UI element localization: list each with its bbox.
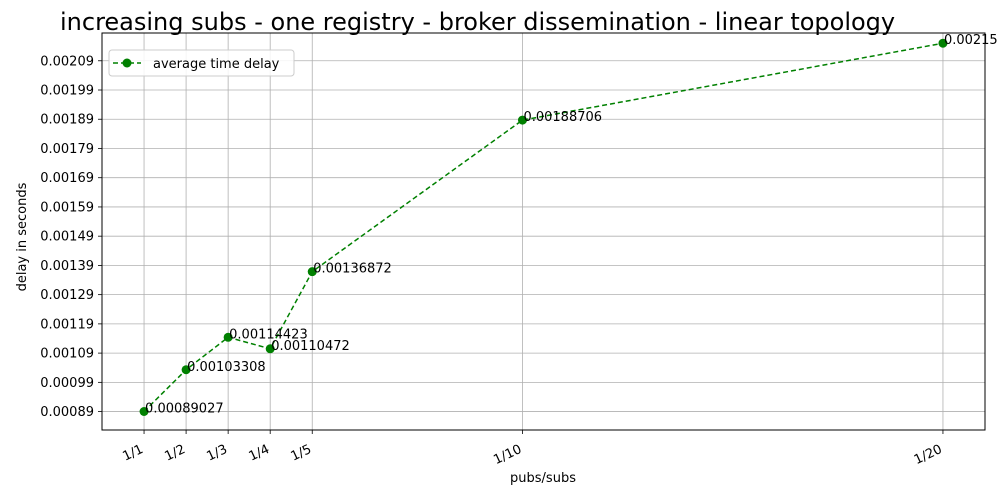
data-label: 0.00110472 [271,339,350,354]
data-point [307,267,317,277]
x-tick-label: 1/10 [491,442,524,468]
y-tick-label: 0.00209 [40,54,94,69]
data-label: 0.00114423 [229,327,308,342]
x-tick-label: 1/5 [289,442,314,464]
data-label: 0.00188706 [523,110,602,125]
series-layer: 0.00089027 0.00103308 0.001144230.00110472… [139,33,998,417]
y-tick-label: 0.00169 [40,171,94,186]
y-tick-label: 0.00109 [40,347,94,362]
legend-marker [122,58,132,68]
data-point [139,407,149,417]
x-axis-label: pubs/subs [510,471,576,486]
x-tick-label: 1/4 [247,442,272,464]
legend: average time delay [108,49,295,77]
y-tick-label: 0.00159 [40,200,94,215]
x-tick-label: 1/20 [912,442,945,468]
y-tick-label: 0.00199 [40,84,94,99]
data-label: 0.00103308 [187,360,266,375]
y-tick-label: 0.00129 [40,288,94,303]
x-tick-label: 1/2 [162,442,187,464]
data-label: 0.00136872 [313,262,392,277]
y-tick-label: 0.00149 [40,230,94,245]
x-tick-label: 1/1 [120,442,145,464]
y-tick-label: 0.00089 [40,405,94,420]
chart-title: increasing subs - one registry - broker … [60,8,896,36]
x-tick-label: 1/3 [205,442,230,464]
y-tick-label: 0.00189 [40,113,94,128]
y-tick-label: 0.00179 [40,142,94,157]
legend-box [108,49,295,77]
data-point [265,344,275,354]
y-tick-label: 0.00119 [40,317,94,332]
y-tick-label: 0.00139 [40,259,94,274]
series-line [143,42,944,413]
data-point [517,115,527,125]
y-axis-label: delay in seconds [15,182,30,291]
axes-frame [101,32,986,431]
legend-label: average time delay [153,57,280,72]
grid [102,33,985,430]
data-label: 0.00089027 [145,402,224,417]
data-point [181,365,191,375]
data-point [938,38,948,48]
y-tick-label: 0.00099 [40,376,94,391]
data-point [223,332,233,342]
data-label: 0.00215 [944,33,998,48]
